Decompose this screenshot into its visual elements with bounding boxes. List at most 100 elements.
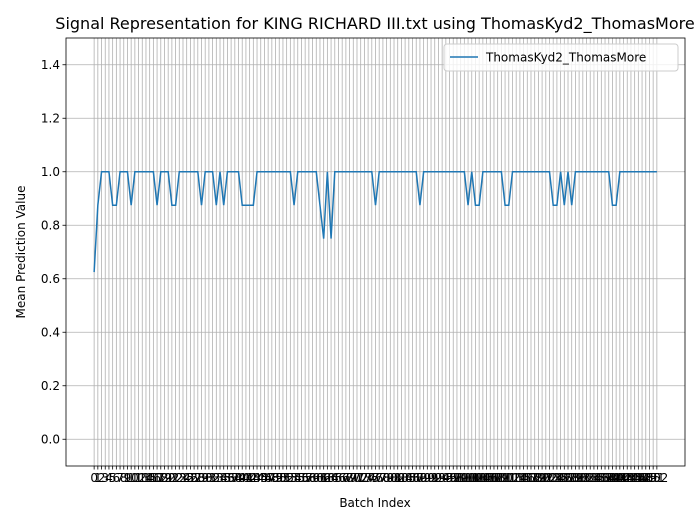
x-tick-label: 42 <box>242 471 257 485</box>
x-tick-label: 97 <box>446 471 461 485</box>
x-tick-label: 16 <box>146 471 161 485</box>
x-tick-label: 115 <box>508 471 531 485</box>
x-tick-label: 147 <box>627 471 650 485</box>
x-tick-label: 6 <box>113 471 121 485</box>
y-tick-label: 1.4 <box>41 58 60 72</box>
x-tick-label: 118 <box>520 471 543 485</box>
x-tick-label: 85 <box>401 471 416 485</box>
x-tick-label: 140 <box>601 471 624 485</box>
x-tick-label: 74 <box>360 471 375 485</box>
x-tick-label: 86 <box>405 471 420 485</box>
x-axis-label: Batch Index <box>339 496 410 510</box>
x-tick-label: 48 <box>264 471 279 485</box>
x-tick-label: 59 <box>305 471 320 485</box>
x-tick-label: 108 <box>483 471 506 485</box>
x-tick-label: 149 <box>634 471 657 485</box>
x-tick-label: 31 <box>201 471 216 485</box>
x-tick-label: 139 <box>597 471 620 485</box>
chart-title: Signal Representation for KING RICHARD I… <box>55 14 694 34</box>
x-tick-label: 141 <box>605 471 628 485</box>
x-tick-label: 76 <box>368 471 383 485</box>
x-tick-label: 54 <box>286 471 301 485</box>
x-tick-label: 111 <box>494 471 517 485</box>
x-tick-label: 29 <box>194 471 209 485</box>
x-tick-label: 66 <box>331 471 346 485</box>
x-tick-label: 61 <box>312 471 327 485</box>
x-tick-label: 14 <box>138 471 153 485</box>
x-tick-label: 56 <box>294 471 309 485</box>
x-tick-label: 83 <box>394 471 409 485</box>
x-tick-label: 143 <box>612 471 635 485</box>
legend-label: ThomasKyd2_ThomasMore <box>485 51 646 65</box>
x-tick-label: 34 <box>212 471 227 485</box>
y-axis-label: Mean Prediction Value <box>14 186 28 319</box>
x-tick-label: 63 <box>320 471 335 485</box>
x-tick-label: 69 <box>342 471 357 485</box>
x-tick-label: 5 <box>109 471 117 485</box>
x-tick-label: 15 <box>142 471 157 485</box>
x-tick-label: 107 <box>479 471 502 485</box>
x-tick-label: 22 <box>168 471 183 485</box>
y-tick-label: 0.4 <box>41 325 60 339</box>
x-tick-label: 49 <box>268 471 283 485</box>
x-tick-label: 46 <box>257 471 272 485</box>
x-tick-label: 102 <box>460 471 483 485</box>
x-tick-label: 58 <box>301 471 316 485</box>
y-tick-label: 0.6 <box>41 272 60 286</box>
x-tick-label: 70 <box>346 471 361 485</box>
x-tick-label: 0 <box>90 471 98 485</box>
x-tick-label: 79 <box>379 471 394 485</box>
x-tick-label: 77 <box>372 471 387 485</box>
x-tick-label: 114 <box>505 471 528 485</box>
x-tick-label: 51 <box>275 471 290 485</box>
x-tick-label: 113 <box>501 471 524 485</box>
x-tick-label: 87 <box>409 471 424 485</box>
y-tick-label: 0.2 <box>41 379 60 393</box>
x-tick-label: 100 <box>453 471 476 485</box>
x-tick-label: 150 <box>638 471 661 485</box>
x-tick-label: 151 <box>642 471 665 485</box>
x-tick-label: 43 <box>246 471 261 485</box>
x-tick-label: 121 <box>531 471 554 485</box>
line <box>93 171 657 273</box>
x-tick-label: 39 <box>231 471 246 485</box>
x-tick-label: 12 <box>131 471 146 485</box>
x-tick-label: 28 <box>190 471 205 485</box>
x-tick-label: 71 <box>349 471 364 485</box>
x-tick-label: 82 <box>390 471 405 485</box>
x-tick-label: 99 <box>453 471 468 485</box>
y-tick-label: 0.8 <box>41 218 60 232</box>
x-tick-label: 40 <box>235 471 250 485</box>
x-tick-label: 112 <box>497 471 520 485</box>
x-tick-label: 103 <box>464 471 487 485</box>
x-tick-label: 120 <box>527 471 550 485</box>
x-tick-label: 117 <box>516 471 539 485</box>
x-tick-label: 110 <box>490 471 513 485</box>
x-tick-label: 52 <box>279 471 294 485</box>
x-tick-label: 129 <box>560 471 583 485</box>
x-tick-label: 73 <box>357 471 372 485</box>
x-tick-label: 3 <box>101 471 109 485</box>
x-tick-label: 95 <box>438 471 453 485</box>
x-tick-label: 50 <box>272 471 287 485</box>
x-tick-label: 127 <box>553 471 576 485</box>
x-tick-label: 36 <box>220 471 235 485</box>
x-tick-label: 119 <box>523 471 546 485</box>
x-tick-label: 32 <box>205 471 220 485</box>
x-tick-label: 37 <box>223 471 238 485</box>
x-tick-label: 33 <box>209 471 224 485</box>
x-tick-label: 9 <box>124 471 132 485</box>
x-tick-label: 104 <box>468 471 491 485</box>
x-tick-label: 27 <box>186 471 201 485</box>
x-tick-label: 7 <box>116 471 124 485</box>
x-tick-label: 125 <box>545 471 568 485</box>
x-tick-label: 146 <box>623 471 646 485</box>
x-tick-label: 17 <box>149 471 164 485</box>
x-tick-label: 144 <box>616 471 639 485</box>
x-tick-label: 152 <box>645 471 668 485</box>
x-tick-label: 23 <box>172 471 187 485</box>
x-tick-label: 1 <box>94 471 102 485</box>
x-tick-label: 116 <box>512 471 535 485</box>
x-tick-label: 124 <box>542 471 565 485</box>
